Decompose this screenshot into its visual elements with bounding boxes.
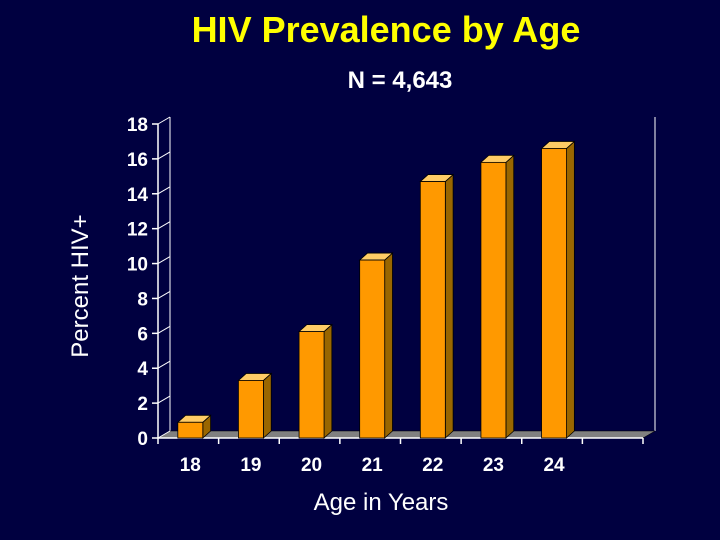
y-depth-line: [157, 395, 171, 404]
y-depth-line: [157, 430, 171, 439]
x-tick-label: 23: [483, 455, 504, 476]
bar-side: [444, 173, 454, 439]
y-tick-label: 2: [137, 394, 148, 415]
y-depth-line: [157, 186, 171, 195]
bar-side: [323, 323, 333, 439]
bar-side: [384, 252, 393, 439]
chart-subtitle: N = 4,643: [348, 67, 453, 94]
bar-side: [566, 140, 575, 439]
x-tick-label: 20: [301, 455, 322, 476]
bar-side: [263, 372, 272, 439]
y-tick-label: 18: [127, 115, 148, 136]
y-tick-label: 12: [127, 220, 148, 241]
y-depth-line: [157, 151, 171, 160]
chart-floor: [157, 430, 656, 439]
y-depth-line: [157, 360, 171, 369]
bar: [177, 421, 204, 439]
x-axis-label: Age in Years: [314, 489, 449, 516]
bar-side: [505, 154, 515, 439]
x-tick-label: 21: [362, 455, 384, 476]
bar: [359, 259, 386, 439]
y-depth-line: [157, 116, 171, 125]
y-depth-line: [157, 325, 171, 334]
x-tick-label: 24: [543, 455, 565, 476]
x-tick-label: 22: [422, 455, 443, 476]
y-tick-label: 8: [137, 289, 148, 310]
bar: [238, 380, 264, 439]
x-tick-label: 19: [240, 455, 261, 476]
y-depth-line: [157, 291, 171, 299]
y-depth-line: [157, 256, 171, 264]
bar: [480, 161, 507, 439]
y-tick-label: 16: [127, 150, 148, 171]
y-axis-label: Percent HIV+: [67, 214, 94, 357]
y-tick-label: 4: [137, 359, 148, 380]
chart-title: HIV Prevalence by Age: [192, 9, 581, 50]
y-tick-label: 0: [137, 429, 148, 450]
y-depth-line: [157, 221, 171, 230]
bar: [298, 331, 325, 439]
y-tick-label: 6: [137, 324, 148, 345]
bar: [541, 148, 567, 439]
x-tick-label: 18: [180, 455, 201, 476]
bar: [419, 181, 446, 439]
y-tick-label: 14: [127, 185, 149, 206]
y-tick-label: 10: [127, 255, 148, 276]
